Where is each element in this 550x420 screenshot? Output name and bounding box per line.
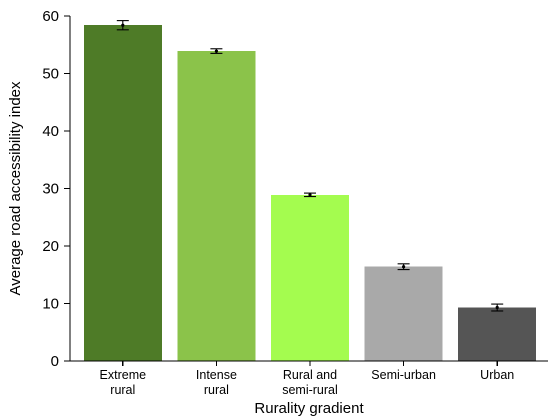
y-tick-label: 30 [42, 181, 59, 198]
x-axis-title: Rurality gradient [254, 400, 364, 417]
mean-point [214, 49, 218, 53]
y-tick-label: 50 [42, 66, 59, 83]
x-ticks-group: Extreme rural Intense rural Rural and semi-ru… [100, 361, 514, 397]
x-tick-label: Urban [480, 368, 514, 382]
bar [364, 266, 443, 361]
y-ticks-group: 0 10 20 30 40 50 60 [42, 8, 70, 370]
mean-point [402, 265, 406, 269]
mean-point [121, 23, 125, 27]
y-axis-title: Average road accessibility index [7, 81, 24, 296]
bar [271, 194, 349, 361]
mean-point [495, 305, 499, 310]
x-tick-label: Extreme rural [100, 368, 147, 397]
x-tick-label: Rural and semi-rural [282, 368, 338, 397]
x-tick-label: Intense rural [196, 368, 237, 397]
y-tick-label: 20 [42, 238, 59, 255]
y-tick-label: 10 [42, 296, 59, 313]
x-tick-label: Semi-urban [371, 368, 436, 382]
bar [458, 307, 537, 361]
bars-group [83, 25, 537, 361]
y-tick-label: 0 [51, 353, 59, 370]
mean-point [308, 193, 312, 197]
error-bars-group [116, 20, 504, 312]
y-tick-label: 40 [42, 123, 59, 140]
y-tick-label: 60 [42, 8, 59, 25]
bar [177, 51, 256, 361]
bar [83, 25, 162, 361]
